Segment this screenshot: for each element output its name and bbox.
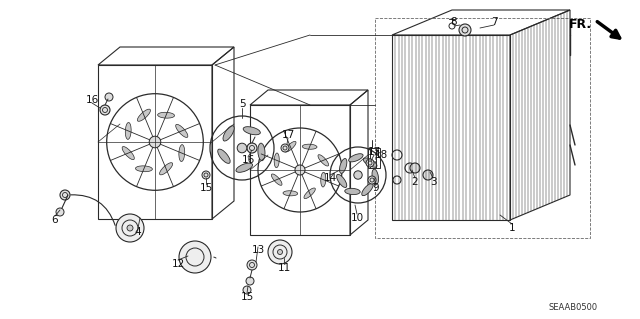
Ellipse shape (302, 144, 317, 149)
Ellipse shape (321, 172, 326, 187)
Circle shape (247, 260, 257, 270)
Ellipse shape (179, 145, 185, 161)
Ellipse shape (339, 159, 347, 174)
Text: 17: 17 (367, 147, 381, 157)
Ellipse shape (372, 169, 378, 184)
Ellipse shape (138, 109, 150, 121)
Ellipse shape (243, 127, 260, 135)
Ellipse shape (337, 174, 347, 188)
Ellipse shape (236, 163, 253, 172)
Text: 15: 15 (200, 183, 212, 193)
Text: 15: 15 (241, 292, 253, 302)
Circle shape (410, 163, 420, 173)
Circle shape (116, 214, 144, 242)
Text: 9: 9 (372, 183, 380, 193)
Text: 7: 7 (491, 17, 497, 27)
Circle shape (459, 24, 471, 36)
Ellipse shape (223, 126, 234, 141)
Circle shape (127, 225, 133, 231)
Ellipse shape (304, 188, 316, 199)
Ellipse shape (349, 154, 363, 162)
Ellipse shape (136, 166, 152, 172)
Text: 12: 12 (172, 259, 184, 269)
Circle shape (247, 143, 257, 153)
Circle shape (60, 190, 70, 200)
Circle shape (149, 136, 161, 148)
Circle shape (237, 143, 247, 153)
Circle shape (179, 241, 211, 273)
Ellipse shape (271, 174, 282, 185)
Ellipse shape (159, 163, 173, 175)
Ellipse shape (157, 112, 175, 118)
Text: 5: 5 (239, 99, 245, 109)
Circle shape (202, 171, 210, 179)
Text: 11: 11 (277, 263, 291, 273)
Ellipse shape (218, 149, 230, 163)
Circle shape (295, 165, 305, 175)
Ellipse shape (318, 155, 328, 166)
Text: 16: 16 (241, 155, 255, 165)
Text: 13: 13 (252, 245, 264, 255)
Text: 14: 14 (323, 173, 337, 183)
Ellipse shape (362, 183, 373, 196)
Circle shape (105, 93, 113, 101)
Text: 16: 16 (85, 95, 99, 105)
Text: 18: 18 (374, 150, 388, 160)
Text: 17: 17 (282, 130, 294, 140)
Circle shape (243, 286, 251, 294)
Ellipse shape (125, 122, 131, 139)
Circle shape (56, 208, 64, 216)
Circle shape (246, 277, 254, 285)
Ellipse shape (364, 158, 377, 167)
Text: 2: 2 (412, 177, 419, 187)
Text: 1: 1 (509, 223, 515, 233)
Circle shape (423, 170, 433, 180)
Ellipse shape (175, 124, 188, 137)
Circle shape (100, 105, 110, 115)
Text: 10: 10 (351, 213, 364, 223)
Circle shape (354, 171, 362, 179)
Ellipse shape (345, 188, 360, 195)
Text: FR.: FR. (569, 18, 592, 31)
Ellipse shape (274, 153, 279, 168)
Ellipse shape (285, 141, 296, 152)
Ellipse shape (283, 191, 298, 196)
Circle shape (281, 144, 289, 152)
Text: 6: 6 (52, 215, 58, 225)
Text: 4: 4 (134, 227, 141, 237)
Text: 3: 3 (429, 177, 436, 187)
Text: 8: 8 (451, 17, 458, 27)
Text: SEAAB0500: SEAAB0500 (549, 303, 598, 313)
Circle shape (366, 159, 374, 167)
Circle shape (268, 240, 292, 264)
Ellipse shape (122, 146, 134, 160)
Ellipse shape (258, 143, 265, 161)
Circle shape (368, 176, 376, 184)
Circle shape (278, 249, 282, 255)
